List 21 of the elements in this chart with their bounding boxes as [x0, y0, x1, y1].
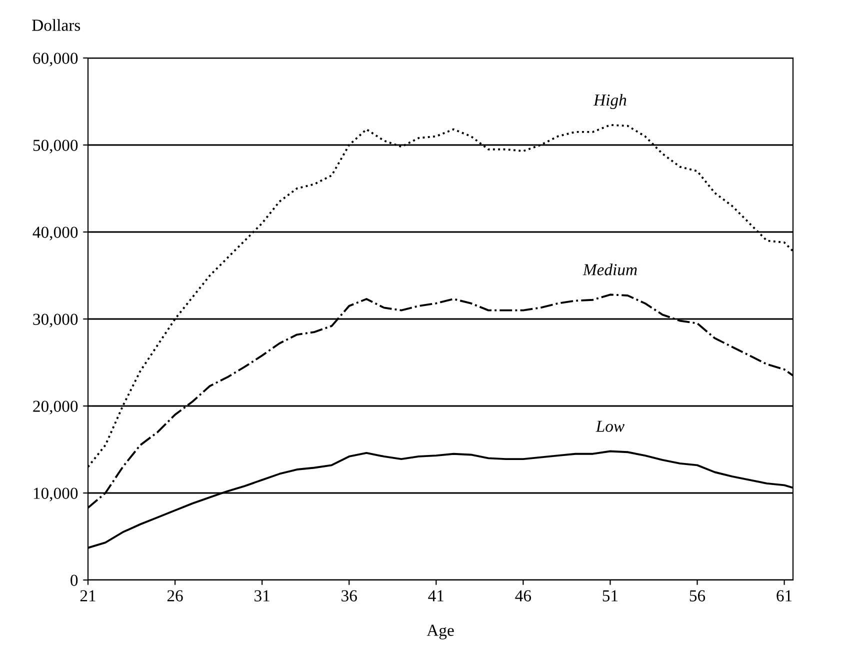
y-tick-label: 10,000	[34, 488, 78, 502]
x-tick-label: 51	[602, 590, 618, 602]
y-tick-label: 30,000	[33, 314, 78, 328]
x-tick-label: 46	[515, 590, 532, 602]
y-tick-label: 50,000	[33, 140, 78, 154]
x-tick-label: 61	[776, 590, 792, 602]
x-tick-label: 56	[690, 590, 706, 602]
y-tick-label: 20,000	[33, 400, 78, 414]
series-label: High	[593, 94, 626, 110]
x-axis-title: Age	[426, 624, 454, 640]
x-tick-label: 26	[167, 590, 183, 602]
x-tick-label: 31	[254, 590, 270, 602]
y-tick-label: 60,000	[33, 52, 78, 66]
y-tick-label: 0	[70, 574, 78, 586]
y-tick-label: 40,000	[32, 226, 78, 240]
series-label: Medium	[582, 264, 637, 276]
y-axis-title: Dollars	[32, 19, 80, 31]
series-label: Low	[596, 420, 624, 432]
x-tick-label: 21	[80, 590, 96, 602]
x-tick-label: 41	[428, 590, 444, 602]
x-tick-label: 36	[342, 590, 357, 602]
